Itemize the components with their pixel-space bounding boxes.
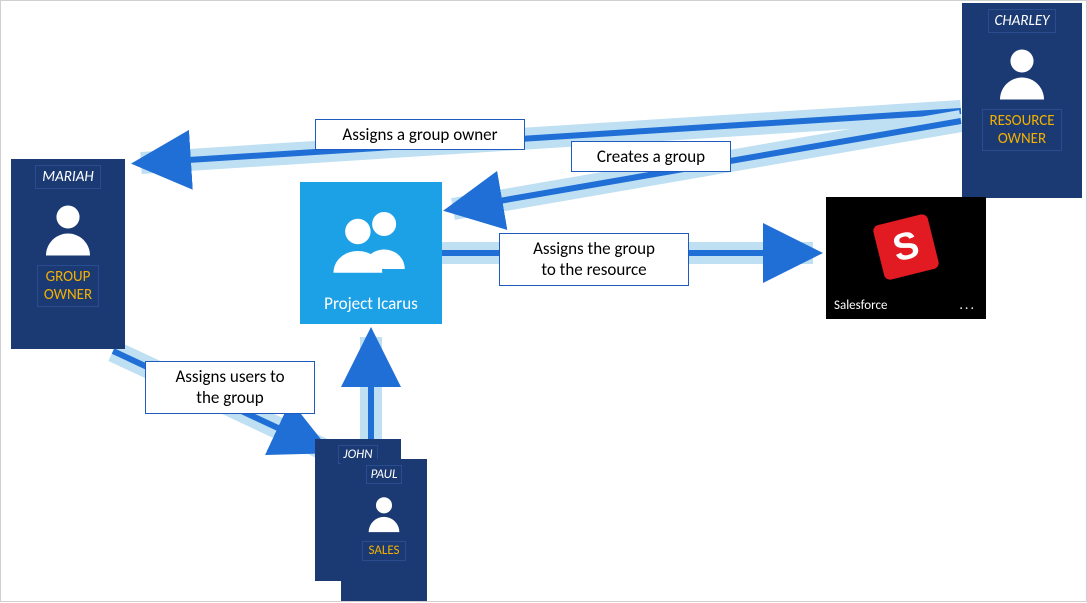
label-assign-users-l1: Assigns users to — [175, 366, 284, 387]
label-create-group-text: Creates a group — [597, 146, 705, 167]
mariah-role: GROUP OWNER — [37, 265, 99, 307]
diagram-canvas: CHARLEY RESOURCE OWNER MARIAH GROUP OWNE… — [1, 1, 1086, 601]
salesforce-icon: S — [872, 213, 940, 281]
mariah-role-l1: GROUP — [46, 268, 91, 286]
salesforce-dots: ... — [959, 296, 976, 313]
label-assign-group-l1: Assigns the group — [533, 238, 655, 259]
edge-assign-owner — [141, 111, 961, 163]
tile-project-icarus: Project Icarus — [300, 182, 442, 324]
mariah-name: MARIAH — [35, 165, 100, 189]
label-assign-users: Assigns users to the group — [145, 361, 315, 414]
person-icon — [35, 195, 101, 261]
card-paul: PAUL SALES — [341, 459, 427, 601]
charley-role-l1: RESOURCE — [989, 112, 1054, 130]
label-assign-owner-text: Assigns a group owner — [342, 124, 497, 145]
project-label: Project Icarus — [300, 289, 442, 314]
paul-role: SALES — [362, 541, 405, 561]
salesforce-badge-letter: S — [888, 223, 923, 271]
salesforce-label: Salesforce — [834, 298, 887, 313]
group-icon — [326, 194, 416, 284]
label-assign-group-l2: to the resource — [541, 259, 646, 280]
card-mariah: MARIAH GROUP OWNER — [11, 159, 125, 349]
charley-role: RESOURCE OWNER — [982, 109, 1061, 151]
edge-assign-owner-bg — [141, 111, 961, 163]
paul-name: PAUL — [366, 465, 403, 484]
label-create-group: Creates a group — [571, 141, 731, 172]
charley-role-l2: OWNER — [998, 130, 1046, 148]
label-assign-users-l2: the group — [196, 387, 263, 408]
person-icon — [361, 490, 407, 536]
charley-name: CHARLEY — [988, 9, 1057, 33]
label-assign-group: Assigns the group to the resource — [499, 233, 689, 286]
person-icon — [989, 39, 1055, 105]
mariah-role-l2: OWNER — [44, 286, 92, 304]
tile-salesforce: S Salesforce ... — [826, 197, 986, 319]
card-charley: CHARLEY RESOURCE OWNER — [962, 3, 1082, 198]
label-assign-owner: Assigns a group owner — [315, 119, 525, 150]
